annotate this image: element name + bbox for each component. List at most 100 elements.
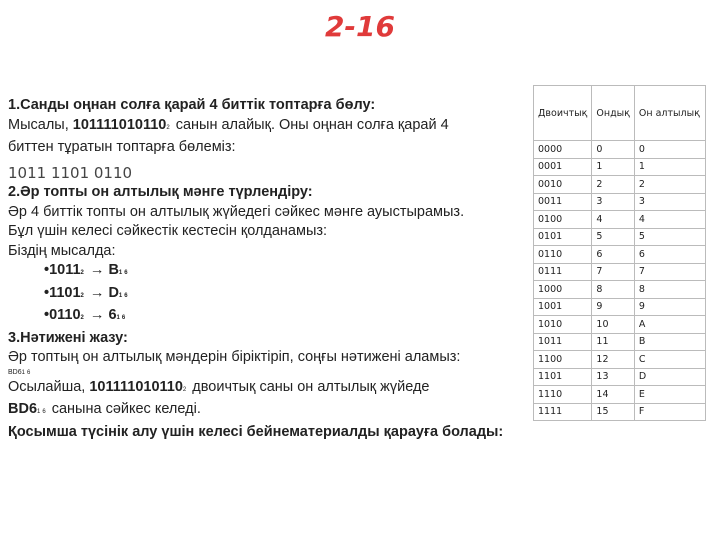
table-row: 1100 12 C (532, 350, 706, 369)
table-row: 0101 5 5 (532, 227, 706, 246)
table-cell: 0110 (532, 245, 593, 264)
mapping: •01102 → 616 (8, 306, 528, 329)
table-cell: 1000 (532, 280, 593, 299)
table-cell: 2 (633, 175, 706, 194)
table-cell: 1101 (532, 367, 593, 386)
base: 2 (182, 386, 189, 393)
text: BD6 (8, 368, 22, 376)
slide-title: 2-16 (324, 10, 396, 43)
result-small: BD616 (8, 368, 528, 378)
table-cell: 13 (591, 367, 635, 386)
bit-groups: 1011 1101 0110 (8, 163, 133, 182)
table-cell: 1 (591, 157, 635, 176)
table-cell: 1010 (532, 315, 593, 334)
table-cell: 0111 (532, 262, 593, 281)
table-row: 0110 6 6 (532, 245, 706, 264)
text: Осылайша, (8, 378, 90, 395)
table-cell: 4 (591, 210, 635, 229)
number: BD6 (8, 401, 38, 417)
number: 101111010110 (72, 116, 167, 133)
table-row: 1111 15 F (532, 402, 706, 421)
table-cell: 1100 (532, 350, 593, 369)
text-line: Бұл үшін келесі сәйкестік кестесін қолда… (8, 223, 328, 239)
table-cell: 6 (591, 245, 635, 264)
table-cell: 12 (591, 350, 635, 369)
table-cell: 10 (591, 315, 635, 334)
table-cell: 14 (591, 385, 635, 404)
header-cell: Он алтылық (633, 85, 706, 141)
base: 2 (166, 124, 172, 131)
table-cell: 9 (591, 297, 635, 316)
text-line: BD616 санына сәйкес келеді. (8, 400, 528, 423)
table-cell: 0001 (532, 157, 593, 176)
table-cell: 3 (591, 192, 635, 211)
table-cell: 8 (633, 280, 706, 299)
table-cell: 7 (591, 262, 635, 281)
table-row: 1010 10 A (532, 315, 706, 334)
table-cell: 7 (633, 262, 706, 281)
table-row: 1110 14 E (532, 385, 706, 404)
text: •1101 (44, 284, 81, 301)
table-row: 1101 13 D (532, 367, 706, 386)
number: 101111010110 (89, 378, 183, 395)
table-cell: C (633, 350, 706, 369)
table-cell: 8 (591, 280, 635, 299)
table-row: 0000 0 0 (532, 140, 706, 159)
table-row: 1011 11 B (532, 332, 706, 351)
table-cell: 0010 (532, 175, 593, 194)
table-cell: 11 (591, 332, 635, 351)
table-cell: 9 (633, 297, 706, 316)
table-row: 0010 2 2 (532, 175, 706, 194)
text-line: Әр 4 биттік топты он алтылық жүйедегі сә… (8, 203, 465, 220)
text-line: Біздің мысалда: (8, 242, 116, 259)
table-row: 1001 9 9 (532, 297, 706, 316)
table-cell: 4 (633, 210, 706, 229)
step-heading: 1.Санды оңнан солға қарай 4 биттік топта… (8, 97, 376, 113)
table-cell: 0100 (532, 210, 593, 229)
table-row: 0011 3 3 (532, 192, 706, 211)
mapping: •10112 → B16 (8, 261, 528, 284)
text: → D (85, 284, 119, 301)
text: санын алайық. Оны оңнан солға қарай 4 (171, 116, 449, 133)
text-line: Мысалы, 1011110101102 санын алайық. Оны … (8, 116, 528, 139)
text: → B (85, 262, 119, 278)
table-cell: 1001 (532, 297, 593, 316)
text-line: биттен тұратын топтарға бөлеміз: (8, 139, 236, 155)
base: 16 (118, 292, 130, 299)
table-cell: 5 (591, 227, 635, 246)
step-heading: 2.Әр топты он алтылық мәнге түрлендіру: (8, 184, 313, 200)
base: 2 (80, 292, 86, 299)
table-cell: 0 (591, 140, 635, 159)
table-cell: 0 (633, 140, 706, 159)
body-text: 1.Санды оңнан солға қарай 4 биттік топта… (8, 96, 528, 442)
text: → 6 (85, 307, 117, 323)
text-line: Осылайша, 1011110101102 двоичтық саны он… (8, 378, 528, 401)
table-cell: 6 (633, 245, 706, 264)
table-cell: F (633, 402, 706, 421)
text: двоичтық саны он алтылық жүйеде (188, 378, 430, 395)
text-line: Қосымша түсінік алу үшін келесі бейнемат… (8, 423, 504, 440)
base: 16 (37, 409, 48, 415)
table-row: 1000 8 8 (532, 280, 706, 299)
text: •1011 (44, 262, 81, 278)
base: 16 (116, 315, 128, 321)
table-cell: 1 (633, 157, 706, 176)
conversion-table: Двоичтық Ондық Он алтылық 0000 0 0 0001 1 1 00… (532, 85, 706, 421)
table-cell: 15 (591, 402, 635, 421)
header-row: Двоичтық Ондық Он алтылық (532, 85, 706, 141)
text: •0110 (44, 307, 81, 323)
table-cell: 3 (633, 192, 706, 211)
base: 2 (80, 315, 86, 321)
table-cell: D (633, 367, 706, 386)
table-cell: 1111 (532, 402, 593, 421)
table-row: 0111 7 7 (532, 262, 706, 281)
base: 16 (118, 270, 130, 276)
step-heading: 3.Нәтижені жазу: (8, 329, 128, 346)
base: 2 (80, 270, 86, 276)
table-cell: 0000 (532, 140, 593, 159)
base: 16 (21, 369, 33, 376)
text: Мысалы, (8, 116, 73, 133)
table-cell: B (633, 332, 706, 351)
table-cell: 1011 (532, 332, 593, 351)
table-cell: 2 (591, 175, 635, 194)
